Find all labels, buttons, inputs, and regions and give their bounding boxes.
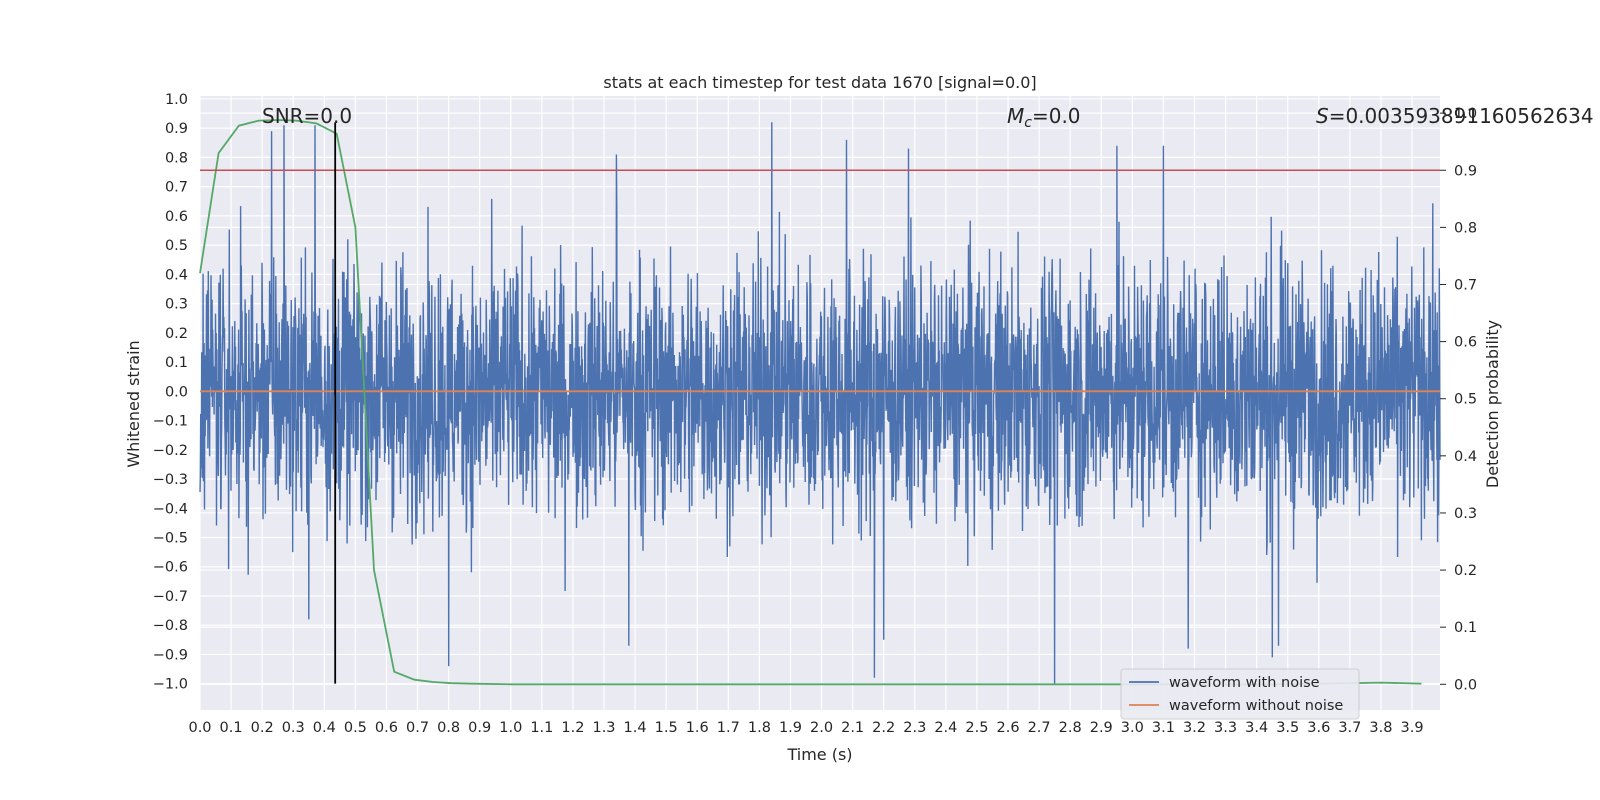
x-tick-label: 1.8 [748,720,771,736]
y2-tick-label: 0.3 [1454,506,1477,522]
y2-ticks: 1.0 0.9 0.8 0.7 0.6 0.5 0.4 0.3 0.2 0.1 0.0 [1440,106,1477,693]
x-tick-label: 1.0 [499,720,522,736]
x-tick-label: 2.4 [934,720,957,736]
y-tick-label: 0.1 [165,355,188,371]
x-tick-label: 1.9 [779,720,802,736]
detection-probability-line [199,119,1422,686]
y-ticks: 1.0 0.9 0.8 0.7 0.6 0.5 0.4 0.3 0.2 0.1 0.0 −0.1 −0.… [153,92,188,693]
y-tick-label: −0.1 [153,414,188,430]
x-tick-label: 0.9 [468,720,491,736]
x-tick-label: 3.4 [1245,720,1268,736]
y2-tick-label: 0.7 [1454,277,1477,293]
x-tick-label: 0.1 [220,720,243,736]
x-tick-label: 2.9 [1090,720,1113,736]
x-tick-label: 2.1 [841,720,864,736]
y2-tick-label: 0.5 [1454,392,1477,408]
x-tick-label: 0.4 [313,720,336,736]
x-ticks: 0.0 0.1 0.2 0.3 0.4 0.5 0.6 0.7 0.8 0.9 1.0 1.1 1.2 1… [188,720,1423,736]
y-tick-label: −0.8 [153,618,188,634]
y-tick-label: 0.4 [165,267,188,283]
y-tick-label: −0.4 [153,501,188,517]
mc-symbol: M [1007,104,1024,128]
y-tick-label: 1.0 [165,92,188,108]
legend-label-noise: waveform with noise [1169,675,1320,691]
legend: waveform with noise waveform without noi… [1120,668,1360,720]
x-tick-label: 1.7 [717,720,740,736]
y-tick-label: −0.9 [153,647,188,663]
y2-tick-label: 0.4 [1454,449,1477,465]
y2-tick-label: 0.8 [1454,220,1477,236]
x-tick-label: 3.2 [1183,720,1206,736]
snr-annotation: SNR=0.0 [262,104,352,128]
x-tick-label: 0.3 [282,720,305,736]
y-tick-label: 0.3 [165,297,188,313]
x-tick-label: 3.5 [1276,720,1299,736]
x-tick-label: 3.9 [1400,720,1423,736]
y-tick-label: 0.0 [165,384,188,400]
x-tick-label: 2.8 [1059,720,1082,736]
x-tick-label: 2.7 [1028,720,1051,736]
x-tick-label: 2.2 [872,720,895,736]
x-tick-label: 1.5 [655,720,678,736]
y-tick-label: −0.7 [153,589,188,605]
x-tick-label: 2.0 [810,720,833,736]
x-tick-label: 2.5 [965,720,988,736]
x-tick-label: 1.6 [686,720,709,736]
x-axis-label: Time (s) [786,745,852,764]
series-detection-probability [199,119,1422,686]
y2-tick-label: 1.0 [1454,106,1477,122]
y-tick-label: 0.5 [165,238,188,254]
series-waveform-with-noise [199,122,1441,684]
y-tick-label: −0.5 [153,530,188,546]
y-tick-label: −1.0 [153,677,188,693]
x-tick-label: 0.6 [375,720,398,736]
x-tick-label: 2.6 [996,720,1019,736]
y-tick-label: −0.3 [153,472,188,488]
legend-label-clean: waveform without noise [1169,698,1343,714]
x-tick-label: 1.1 [530,720,553,736]
y-axis-label: Whitened strain [124,340,143,467]
y-tick-label: 0.9 [165,121,188,137]
y2-tick-label: 0.1 [1454,620,1477,636]
legend-box [1120,668,1360,720]
y2-tick-label: 0.0 [1454,677,1477,693]
y-tick-label: 0.8 [165,150,188,166]
x-tick-label: 3.7 [1338,720,1361,736]
x-tick-label: 1.3 [592,720,615,736]
x-tick-label: 0.8 [437,720,460,736]
chart-title: stats at each timestep for test data 167… [603,73,1036,92]
y2-tick-label: 0.2 [1454,563,1477,579]
y2-tick-label: 0.6 [1454,335,1477,351]
x-tick-label: 3.6 [1307,720,1330,736]
x-tick-label: 3.8 [1369,720,1392,736]
s-symbol: S [1316,104,1329,128]
mc-subscript: c [1024,115,1032,131]
y2-tick-label: 0.9 [1454,163,1477,179]
x-tick-label: 0.2 [251,720,274,736]
y-tick-label: −0.2 [153,443,188,459]
x-tick-label: 3.0 [1121,720,1144,736]
x-tick-label: 0.5 [344,720,367,736]
x-tick-label: 2.3 [903,720,926,736]
x-tick-label: 0.7 [406,720,429,736]
s-annotation: S=0.003593891160562634 [1316,104,1594,128]
y-tick-label: 0.7 [165,180,188,196]
y-tick-label: 0.2 [165,326,188,342]
x-tick-label: 1.2 [561,720,584,736]
s-value: =0.003593891160562634 [1329,104,1594,128]
x-tick-label: 3.3 [1214,720,1237,736]
y-tick-label: −0.6 [153,560,188,576]
mc-value: =0.0 [1032,104,1081,128]
x-tick-label: 0.0 [188,720,211,736]
y2-axis-label: Detection probability [1483,320,1502,488]
mc-annotation: Mc=0.0 [1007,104,1081,131]
waveform-with-noise-line [199,122,1441,684]
y-tick-label: 0.6 [165,209,188,225]
x-tick-label: 3.1 [1152,720,1175,736]
x-tick-label: 1.4 [624,720,647,736]
